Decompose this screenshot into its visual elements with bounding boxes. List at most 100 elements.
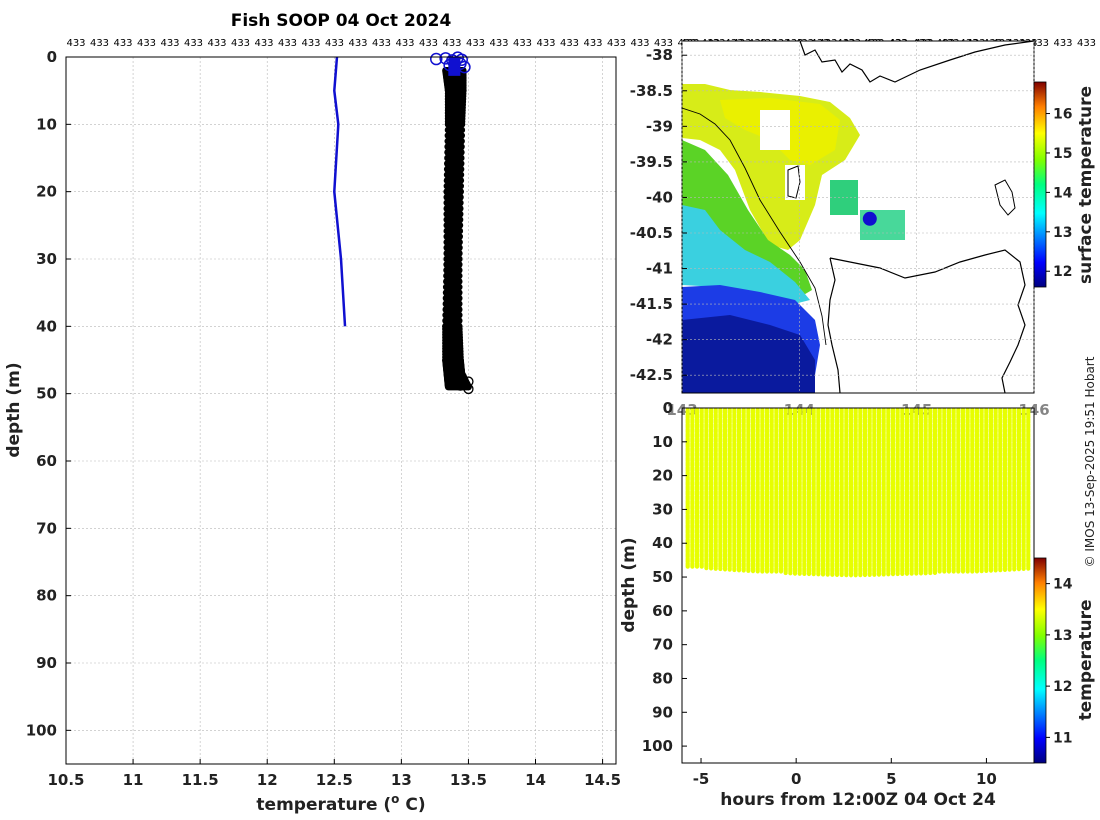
- map-colorbar-tick-label: 13: [1053, 225, 1072, 241]
- profile-y-tick-label: 10: [36, 115, 57, 133]
- cast-id-label: 433: [137, 38, 156, 49]
- cast-id-label: 433: [113, 38, 132, 49]
- profile-x-tick-label: 10.5: [47, 771, 84, 789]
- cast-id-label: 433: [395, 38, 414, 49]
- section-x-tick-label: 5: [886, 770, 896, 788]
- section-x-axis-label: hours from 12:00Z 04 Oct 24: [720, 790, 996, 810]
- imos-credit: © IMOS 13-Sep-2025 19:51 Hobart: [1083, 356, 1097, 567]
- cast-id-label: 433: [1030, 38, 1049, 49]
- map-panel: 4334334334334334334334334334334334334334…: [630, 38, 1096, 419]
- cast-id-label: 433: [560, 38, 579, 49]
- cast-id-label: 433: [325, 38, 344, 49]
- cast-id-label: 433: [513, 38, 532, 49]
- profile-y-tick-label: 30: [36, 250, 57, 268]
- cast-id-label: 433: [90, 38, 109, 49]
- profile-plot-area: [333, 51, 474, 395]
- cast-id-label: 433: [654, 38, 673, 49]
- map-y-tick-label: -40: [646, 188, 673, 206]
- profile-x-ticks: 10.5 11 11.5 12 12.5 13 13.5 14 14.5: [47, 759, 621, 789]
- profile-y-tick-label: 0: [47, 48, 57, 66]
- profile-x-tick-label: 14: [525, 771, 546, 789]
- profile-y-tick-label: 90: [36, 654, 57, 672]
- section-y-tick-label: 10: [652, 433, 673, 451]
- section-colorbar-tick-label: 14: [1053, 577, 1073, 593]
- cast-id-label: 433: [184, 38, 203, 49]
- profile-y-tick-label: 70: [36, 519, 57, 537]
- section-colorbar-tick-label: 12: [1053, 679, 1072, 695]
- cast-id-label: 433: [301, 38, 320, 49]
- cast-id-label: 433: [442, 38, 461, 49]
- section-panel: -5 0 5 10 0 10 20 30 40 50 60 70 80 90 100 hours from…: [619, 399, 1096, 810]
- profile-x-tick-label: 12: [257, 771, 278, 789]
- section-y-axis-label: depth (m): [619, 537, 639, 632]
- map-plot-area: [682, 41, 1034, 393]
- cast-id-label: 433: [607, 38, 626, 49]
- section-y-tick-label: 80: [652, 669, 673, 687]
- profile-y-ticks: 0 10 20 30 40 50 60 70 80 90 100: [26, 48, 71, 739]
- coastline-tasmania: [827, 249, 1026, 393]
- profile-y-tick-label: 60: [36, 452, 57, 470]
- map-y-tick-label: -42.5: [630, 366, 673, 384]
- cast-id-label: 433: [207, 38, 226, 49]
- section-y-tick-label: 20: [652, 467, 673, 485]
- king-island: [787, 165, 801, 199]
- cast-id-label: 433: [66, 38, 85, 49]
- map-colorbar-ticks: 12 13 14 15 16: [1046, 107, 1073, 280]
- cast-id-label: 433: [254, 38, 273, 49]
- profile-y-tick-label: 40: [36, 317, 57, 335]
- cast-id-label: 433: [231, 38, 250, 49]
- section-y-tick-label: 40: [652, 534, 673, 552]
- map-y-tick-label: -38.5: [630, 82, 673, 100]
- sst-deepblue-region: [682, 315, 815, 393]
- section-colorbar: [1033, 557, 1047, 764]
- section-x-tick-label: 0: [791, 770, 801, 788]
- map-y-tick-label: -41: [646, 260, 673, 278]
- section-x-ticks: -5 0 5 10: [693, 758, 997, 788]
- section-x-tick-label: 10: [976, 770, 997, 788]
- map-y-tick-label: -38: [646, 46, 673, 64]
- profile-grid: [65, 56, 616, 764]
- reference-profile-line: [333, 56, 347, 327]
- map-colorbar-label: surface temperature: [1076, 86, 1096, 284]
- surface-value-marks: [429, 51, 471, 76]
- profile-x-tick-label: 13: [391, 771, 412, 789]
- section-y-tick-label: 90: [652, 703, 673, 721]
- cast-id-label: 433: [489, 38, 508, 49]
- surface-value-cluster: [448, 57, 461, 76]
- map-colorbar-tick-label: 15: [1053, 146, 1072, 162]
- cast-marks: [442, 66, 474, 395]
- section-colorbar-ticks: 11 12 13 14: [1046, 577, 1073, 746]
- map-colorbar-tick-label: 16: [1053, 107, 1072, 123]
- map-colorbar-tick-label: 12: [1053, 264, 1072, 280]
- cast-id-label: 433: [348, 38, 367, 49]
- profile-x-tick-label: 14.5: [584, 771, 621, 789]
- profile-y-tick-label: 50: [36, 385, 57, 403]
- ship-position-marker: [862, 211, 877, 226]
- cast-id-label: 433: [536, 38, 555, 49]
- cast-id-label: 433: [630, 38, 649, 49]
- section-y-tick-label: 60: [652, 602, 673, 620]
- section-y-tick-label: 0: [663, 399, 673, 417]
- map-y-tick-label: -41.5: [630, 295, 673, 313]
- cast-id-label: 433: [466, 38, 485, 49]
- map-colorbar-tick-label: 14: [1053, 185, 1073, 201]
- cast-bottom-mark: [463, 376, 474, 387]
- profile-axes-frame: [65, 56, 617, 765]
- profile-y-tick-label: 100: [26, 721, 57, 739]
- profile-x-tick-label: 11: [123, 771, 144, 789]
- cast-id-label: 433: [160, 38, 179, 49]
- section-colorbar-tick-label: 11: [1053, 730, 1072, 746]
- map-y-tick-label: -40.5: [630, 224, 673, 242]
- cast-id-label: 433: [583, 38, 602, 49]
- map-y-tick-label: -39.5: [630, 153, 673, 171]
- cloud-gap: [760, 110, 790, 150]
- profile-y-axis-label: depth (m): [4, 362, 24, 457]
- chart-title: Fish SOOP 04 Oct 2024: [231, 11, 452, 31]
- section-y-tick-label: 100: [642, 737, 673, 755]
- cast-id-label: 433: [1053, 38, 1072, 49]
- section-marks: [685, 407, 1031, 578]
- profile-x-tick-label: 11.5: [182, 771, 219, 789]
- profile-y-tick-label: 20: [36, 183, 57, 201]
- profile-x-axis-label: temperature (o C): [256, 792, 425, 815]
